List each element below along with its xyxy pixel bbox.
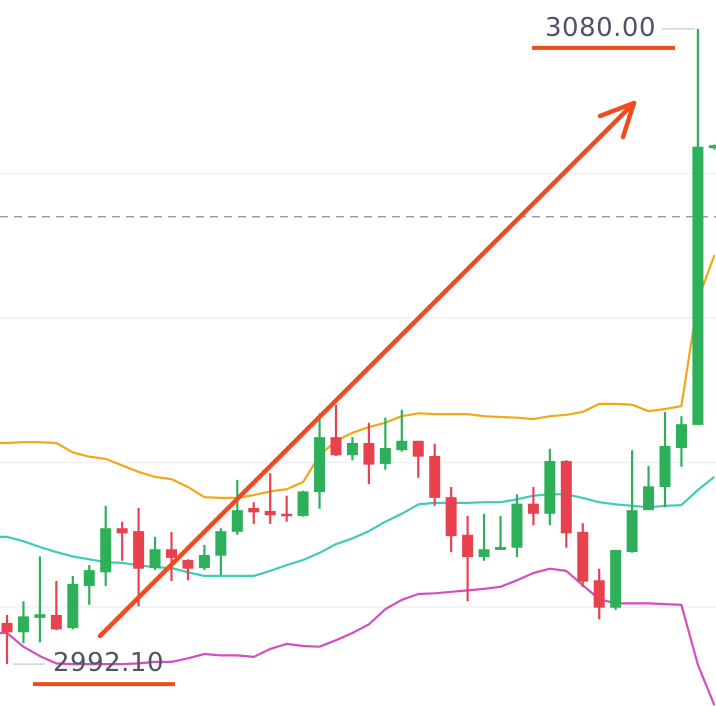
- candle-down: [264, 473, 276, 524]
- candle-up: [231, 479, 243, 535]
- candle-up: [708, 144, 716, 150]
- candle-body: [346, 442, 358, 456]
- candle-body: [363, 442, 375, 465]
- annotations: [13, 28, 695, 687]
- candle-up: [67, 575, 79, 630]
- candle-down: [527, 487, 539, 526]
- candle-down: [577, 523, 589, 587]
- candle-body: [445, 497, 457, 537]
- trend-arrow-head-icon: [597, 100, 637, 140]
- candle-body: [314, 437, 326, 493]
- candle-body: [544, 461, 556, 514]
- candle-up: [346, 437, 358, 461]
- candle-up: [314, 413, 326, 509]
- candle-body: [231, 510, 243, 532]
- candle-up: [149, 536, 161, 571]
- candle-up: [511, 494, 523, 558]
- candle-up: [659, 411, 671, 508]
- candle-down: [462, 515, 474, 602]
- candle-up: [396, 409, 408, 452]
- candle-down: [1, 614, 13, 665]
- candle-body: [281, 513, 293, 517]
- candle-body: [34, 614, 46, 618]
- candle-body: [659, 445, 671, 488]
- candle-body: [675, 424, 687, 449]
- candle-body: [577, 531, 589, 582]
- candle-down: [330, 404, 342, 456]
- candle-body: [215, 531, 227, 556]
- candle-down: [560, 460, 572, 548]
- candle-down: [412, 440, 424, 478]
- candle-up: [675, 416, 687, 467]
- candle-up: [692, 28, 704, 425]
- candle-up: [478, 513, 490, 561]
- candle-body: [116, 528, 128, 534]
- candle-body: [643, 486, 655, 511]
- candle-down: [445, 487, 457, 553]
- trend-arrow-line: [97, 100, 637, 639]
- candle-up: [610, 549, 622, 610]
- candle-body: [149, 549, 161, 568]
- candle-body: [198, 554, 210, 568]
- candle-body: [330, 437, 342, 456]
- candle-body: [297, 491, 309, 516]
- candle-body: [396, 440, 408, 451]
- candle-body: [610, 549, 622, 608]
- candle-body: [692, 146, 704, 425]
- candle-body: [708, 145, 716, 149]
- candle-down: [116, 521, 128, 561]
- candle-down: [182, 559, 194, 581]
- candle-up: [34, 556, 46, 643]
- candle-up: [215, 528, 227, 576]
- candle-up: [626, 450, 638, 553]
- upper-band-line: [0, 254, 716, 499]
- high-price-label: 3080.00: [545, 12, 657, 43]
- candle-body: [527, 503, 539, 514]
- candle-up: [83, 565, 95, 605]
- candle-up: [495, 515, 506, 550]
- candle-body: [83, 570, 95, 587]
- candle-down: [166, 531, 177, 581]
- candle-body: [50, 614, 62, 630]
- candle-body: [495, 547, 506, 550]
- candle-up: [17, 601, 29, 644]
- candle-down: [429, 443, 441, 506]
- low-price-label: 2992.10: [53, 648, 165, 679]
- candle-down: [363, 422, 375, 485]
- candle-body: [133, 531, 145, 569]
- candle-down: [281, 495, 293, 522]
- candle-body: [1, 622, 13, 633]
- candle-body: [379, 448, 391, 464]
- candle-body: [511, 503, 523, 548]
- candle-down: [593, 568, 605, 620]
- candle-up: [100, 505, 112, 587]
- candle-body: [429, 455, 441, 498]
- candle-body: [478, 549, 490, 558]
- candle-body: [264, 510, 276, 516]
- candle-body: [560, 461, 572, 534]
- candle-down: [50, 580, 62, 631]
- candle-body: [67, 583, 79, 628]
- candle-body: [248, 508, 260, 513]
- candle-body: [412, 440, 424, 457]
- candle-body: [462, 534, 474, 558]
- candle-up: [198, 544, 210, 571]
- candle-body: [182, 560, 194, 569]
- candle-up: [379, 417, 391, 470]
- candle-body: [17, 616, 29, 633]
- candle-up: [297, 490, 309, 517]
- bollinger-bands: [0, 254, 716, 706]
- candle-body: [593, 580, 605, 608]
- candle-body: [166, 549, 177, 558]
- candles: [1, 28, 716, 665]
- candle-down: [133, 508, 145, 607]
- candle-up: [544, 448, 556, 526]
- candle-down: [248, 502, 260, 524]
- candle-body: [626, 510, 638, 553]
- candle-up: [643, 466, 655, 511]
- candle-body: [100, 528, 112, 573]
